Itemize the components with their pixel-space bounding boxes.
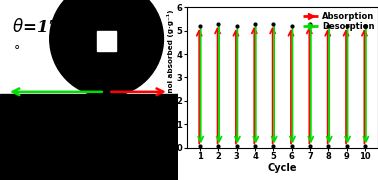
- Y-axis label: Mass of ethanol absorbed (g·g⁻¹): Mass of ethanol absorbed (g·g⁻¹): [167, 10, 174, 145]
- X-axis label: Cycle: Cycle: [268, 163, 297, 173]
- Text: °: °: [14, 44, 20, 57]
- Legend: Absorption, Desorption: Absorption, Desorption: [300, 9, 378, 35]
- Bar: [97, 31, 116, 51]
- Circle shape: [50, 0, 163, 96]
- Bar: [0, 94, 178, 180]
- Text: $\theta$=172: $\theta$=172: [12, 18, 73, 36]
